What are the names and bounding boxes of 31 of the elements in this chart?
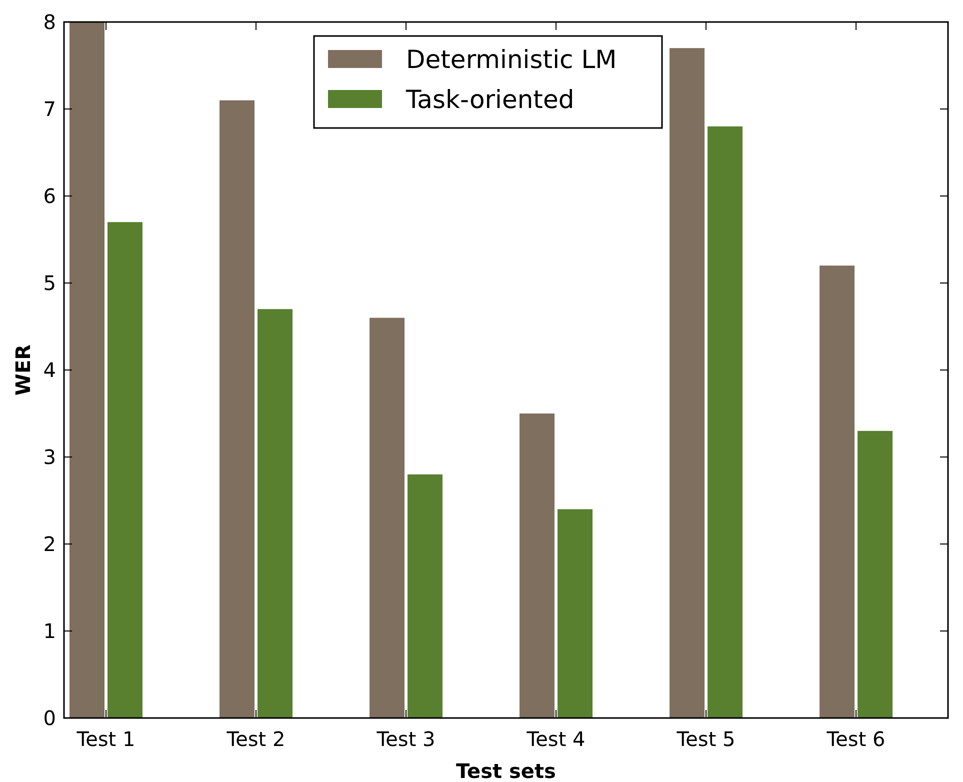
legend-label: Deterministic LM — [406, 44, 617, 74]
bar — [370, 318, 405, 718]
bar — [108, 222, 142, 718]
y-tick-label: 0 — [43, 706, 56, 730]
y-tick-label: 6 — [43, 184, 56, 208]
x-tick-label: Test 3 — [376, 727, 436, 751]
bar — [820, 266, 855, 718]
x-axis-title: Test sets — [456, 759, 556, 782]
bar — [520, 414, 555, 718]
y-tick-label: 8 — [43, 10, 56, 34]
y-tick-label: 1 — [43, 619, 56, 643]
bar — [670, 48, 705, 718]
x-tick-label: Test 5 — [676, 727, 736, 751]
y-tick-label: 7 — [43, 97, 56, 121]
x-tick-label: Test 4 — [526, 727, 586, 751]
bar — [220, 100, 255, 718]
y-tick-label: 5 — [43, 271, 56, 295]
bar — [408, 474, 443, 718]
x-tick-label: Test 1 — [76, 727, 136, 751]
x-tick-label: Test 2 — [226, 727, 286, 751]
bar — [558, 509, 593, 718]
bar — [708, 126, 743, 718]
bar — [858, 430, 893, 718]
y-tick-label: 2 — [43, 532, 56, 556]
y-tick-label: 3 — [43, 445, 56, 469]
y-tick-label: 4 — [43, 358, 56, 382]
bar — [258, 309, 293, 718]
x-tick-label: Test 6 — [826, 727, 886, 751]
y-axis-title: WER — [11, 344, 35, 396]
bar — [70, 22, 104, 718]
legend-label: Task-oriented — [405, 84, 574, 114]
